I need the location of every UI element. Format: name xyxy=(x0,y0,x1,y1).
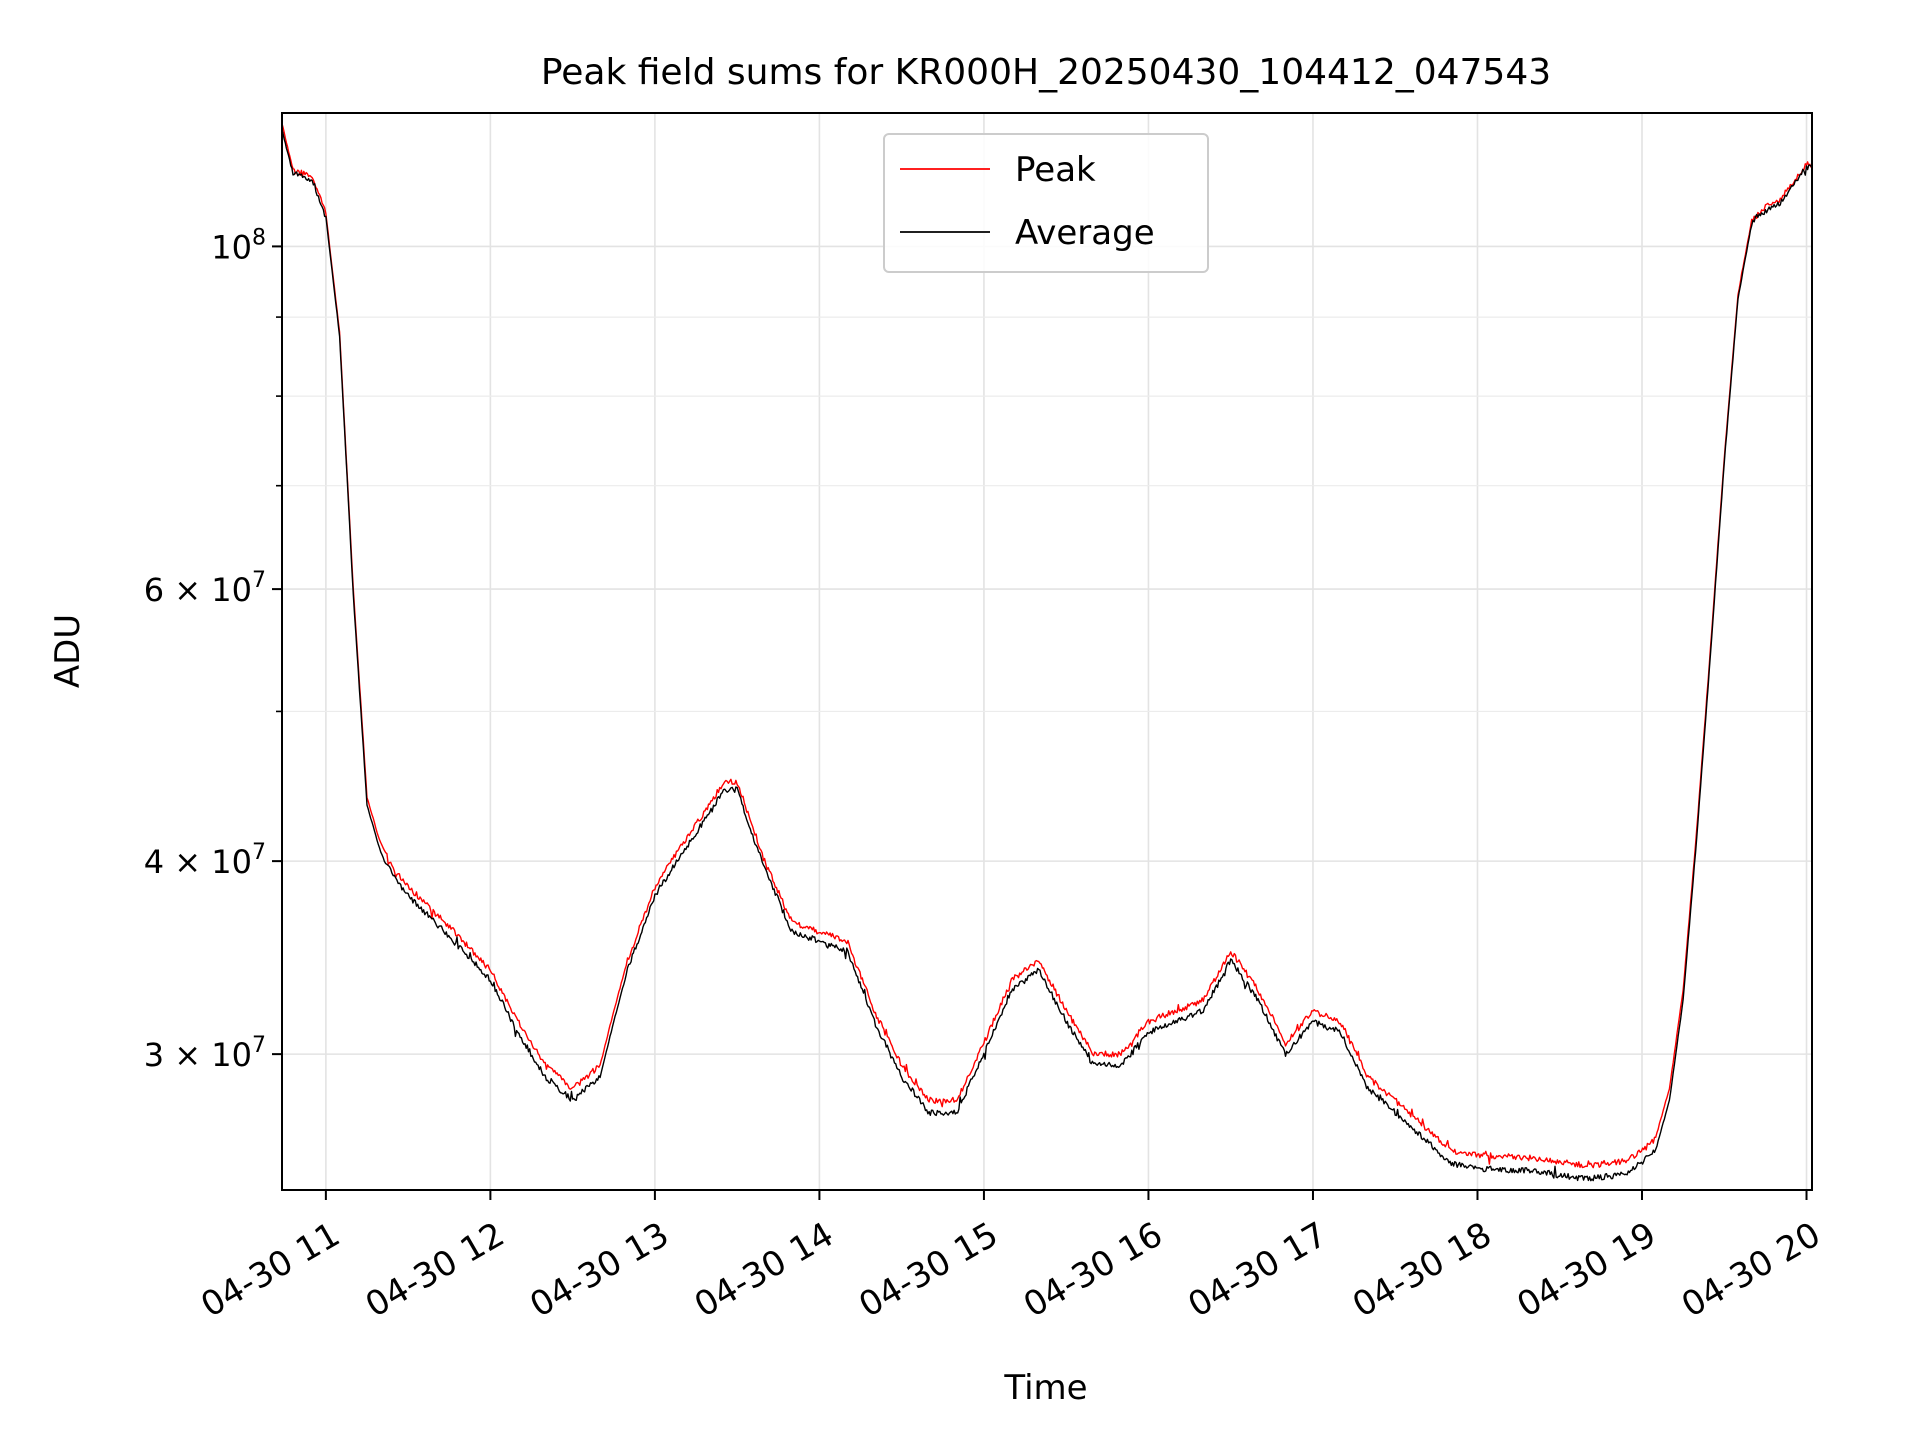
legend-label-peak: Peak xyxy=(1015,150,1096,190)
legend-label-average: Average xyxy=(1015,213,1155,253)
y-tick-label: 4 × 107 xyxy=(144,840,266,881)
grid xyxy=(282,113,1812,1190)
y-axis: 108 6 × 107 4 × 107 3 × 107 xyxy=(144,225,282,1074)
x-tick-label: 04-30 14 xyxy=(688,1215,840,1326)
x-axis-label: Time xyxy=(1003,1368,1087,1408)
x-tick-label: 04-30 11 xyxy=(194,1215,346,1326)
y-axis-label: ADU xyxy=(48,614,88,688)
x-tick-label: 04-30 12 xyxy=(359,1215,511,1326)
x-tick-label: 04-30 15 xyxy=(852,1215,1004,1326)
x-tick-label: 04-30 13 xyxy=(523,1215,675,1326)
series-lines xyxy=(281,123,1813,1182)
x-tick-label: 04-30 17 xyxy=(1181,1215,1333,1326)
series-line-average xyxy=(281,128,1813,1182)
x-tick-label: 04-30 19 xyxy=(1511,1215,1663,1326)
x-tick-label: 04-30 16 xyxy=(1017,1215,1169,1326)
x-axis: 04-30 11 04-30 12 04-30 13 04-30 14 04-30 15… xyxy=(194,1190,1827,1326)
series-line-peak xyxy=(281,123,1813,1169)
y-tick-label: 6 × 107 xyxy=(144,568,266,609)
y-tick-label: 3 × 107 xyxy=(144,1033,266,1074)
x-tick-label: 04-30 20 xyxy=(1675,1215,1827,1326)
chart-title: Peak field sums for KR000H_20250430_1044… xyxy=(541,52,1551,93)
plot-frame xyxy=(281,112,1813,1191)
legend: Peak Average xyxy=(883,133,1209,273)
y-tick-label: 108 xyxy=(211,225,266,266)
x-tick-label: 04-30 18 xyxy=(1346,1215,1498,1326)
